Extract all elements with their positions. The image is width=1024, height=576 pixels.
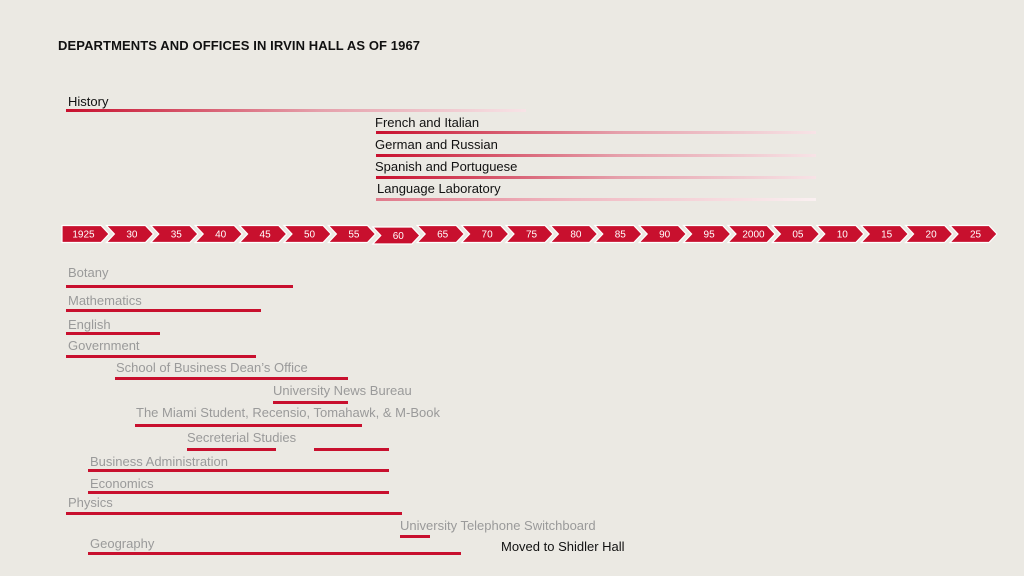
dept-label-business-deans-office: School of Business Dean’s Office: [116, 360, 308, 375]
dept-bar-business-deans-office: [115, 377, 348, 380]
axis-chevron-85: [593, 224, 643, 244]
axis-chevron-50: [282, 224, 332, 244]
axis-chevron-80: [549, 224, 599, 244]
axis-tick-label: 65: [437, 230, 449, 241]
dept-label-business-administration: Business Administration: [90, 454, 229, 469]
axis-tick-label: 20: [926, 230, 938, 241]
axis-tick-label: 55: [348, 230, 360, 241]
dept-label-language-laboratory: Language Laboratory: [377, 181, 501, 196]
dept-bar-botany: [66, 285, 293, 288]
dept-label-botany: Botany: [68, 265, 109, 280]
axis-tick-label: 50: [304, 230, 316, 241]
axis-chevron-2000: [726, 224, 776, 244]
dept-bar-spanish-portuguese: [376, 176, 816, 179]
axis-tick-label: 85: [615, 230, 627, 241]
axis-chevron-25: [948, 224, 998, 244]
dept-label-telephone-switchboard: University Telephone Switchboard: [400, 518, 596, 533]
axis-tick-label: 1925: [72, 230, 95, 241]
axis-tick-label: 2000: [742, 230, 765, 241]
dept-bar-english: [66, 332, 160, 335]
axis-tick-label: 60: [393, 231, 405, 242]
axis-chevron-75: [504, 224, 554, 244]
axis-chevron-40: [193, 224, 244, 244]
dept-bar-government: [66, 355, 256, 358]
dept-label-miami-student: The Miami Student, Recensio, Tomahawk, &…: [136, 405, 440, 420]
axis-tick-label: 40: [215, 230, 227, 241]
axis-tick-label: 45: [260, 230, 272, 241]
axis-tick-label: 25: [970, 230, 982, 241]
dept-bar-language-laboratory: [376, 198, 816, 201]
axis-chevron-65: [415, 224, 466, 244]
dept-bar-history: [66, 109, 526, 112]
axis-chevron-95: [682, 224, 732, 244]
dept-bar-german-russian: [376, 154, 816, 157]
axis-chevron-20: [904, 224, 954, 244]
axis-tick-label: 70: [482, 230, 494, 241]
dept-bar-physics: [66, 512, 402, 515]
axis-tick-label: 75: [526, 230, 538, 241]
axis-chevron-10: [815, 224, 865, 244]
axis-tick-label: 80: [570, 230, 582, 241]
axis-tick-label: 35: [171, 230, 183, 241]
dept-bar-secretarial-studies-b: [314, 448, 389, 451]
dept-bar-telephone-switchboard: [400, 535, 430, 538]
dept-bar-miami-student: [135, 424, 362, 427]
moved-note: Moved to Shidler Hall: [501, 539, 625, 554]
dept-label-history: History: [68, 94, 109, 109]
dept-bar-mathematics: [66, 309, 261, 312]
dept-bar-french-italian: [376, 131, 816, 134]
axis-tick-label: 95: [704, 230, 716, 241]
axis-chevron-55: [327, 224, 377, 244]
axis-chevron-45: [238, 224, 288, 244]
axis-tick-label: 15: [881, 230, 893, 241]
dept-label-geography: Geography: [90, 536, 155, 551]
dept-label-spanish-portuguese: Spanish and Portuguese: [375, 159, 518, 174]
axis-chevron-60: [371, 226, 421, 245]
axis-chevron-30: [105, 224, 155, 244]
dept-bar-secretarial-studies-a: [187, 448, 276, 451]
page-title: DEPARTMENTS AND OFFICES IN IRVIN HALL AS…: [58, 38, 421, 53]
axis-tick-label: 05: [792, 230, 804, 241]
dept-label-german-russian: German and Russian: [375, 137, 498, 152]
dept-bar-economics: [88, 491, 389, 494]
dept-label-mathematics: Mathematics: [68, 293, 142, 308]
axis-tick-label: 10: [837, 230, 849, 241]
dept-label-english: English: [68, 317, 111, 332]
dept-label-government: Government: [68, 338, 140, 353]
dept-label-french-italian: French and Italian: [375, 115, 480, 130]
axis-tick-label: 30: [126, 230, 138, 241]
dept-label-economics: Economics: [90, 476, 154, 491]
axis-chevron-1925: [61, 224, 110, 244]
dept-bar-business-administration: [88, 469, 389, 472]
dept-label-physics: Physics: [68, 495, 113, 510]
dept-bar-news-bureau: [273, 401, 348, 404]
axis-chevron-90: [637, 224, 688, 244]
axis-chevron-35: [149, 224, 199, 244]
dept-bar-geography: [88, 552, 461, 555]
dept-label-secretarial-studies: Secreterial Studies: [187, 430, 297, 445]
axis-chevron-15: [859, 224, 910, 244]
axis-tick-label: 90: [659, 230, 671, 241]
axis-chevron-05: [771, 224, 821, 244]
dept-label-news-bureau: University News Bureau: [273, 383, 412, 398]
axis-chevron-70: [460, 224, 510, 244]
